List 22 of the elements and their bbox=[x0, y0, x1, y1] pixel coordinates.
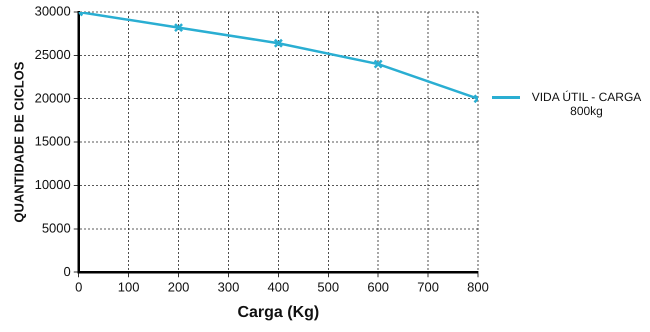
point bbox=[174, 22, 184, 32]
x-tick-label: 200 bbox=[168, 280, 190, 295]
y-tick-label: 10000 bbox=[34, 177, 71, 192]
y-tick-label: 15000 bbox=[34, 134, 71, 149]
x-tick-label: 800 bbox=[467, 280, 489, 295]
y-tick-label: 30000 bbox=[34, 4, 71, 19]
y-tick-label: 20000 bbox=[34, 90, 71, 106]
x-tick-label: 500 bbox=[317, 280, 340, 295]
x-tick-label: 400 bbox=[268, 280, 290, 295]
x-tick-label: 100 bbox=[118, 280, 140, 295]
y-tick-label: 25000 bbox=[34, 46, 71, 62]
x-axis-title: Carga (Kg) bbox=[237, 304, 320, 321]
point bbox=[373, 59, 383, 69]
y-axis-title: QUANTIDADE DE CICLOS bbox=[11, 61, 26, 223]
x-tick-label: 700 bbox=[417, 280, 439, 295]
legend-label: VIDA ÚTIL - CARGA 800kg bbox=[530, 90, 642, 118]
x-tick-label: 0 bbox=[75, 280, 82, 295]
point bbox=[274, 38, 284, 48]
y-tick-label: 5000 bbox=[42, 220, 71, 236]
x-tick-label: 300 bbox=[218, 280, 240, 295]
y-tick-label: 0 bbox=[64, 264, 71, 279]
x-tick-label: 600 bbox=[367, 280, 390, 295]
